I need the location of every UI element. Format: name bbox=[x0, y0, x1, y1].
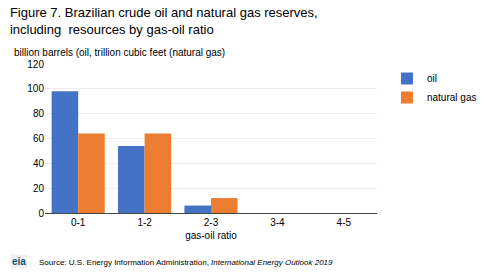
svg-text:120: 120 bbox=[27, 59, 44, 70]
svg-text:4-5: 4-5 bbox=[337, 217, 352, 228]
svg-text:0: 0 bbox=[38, 208, 44, 219]
svg-text:Source: U.S. Energy Informatio: Source: U.S. Energy Information Administ… bbox=[39, 258, 333, 267]
svg-text:0-1: 0-1 bbox=[71, 217, 86, 228]
svg-text:100: 100 bbox=[27, 83, 44, 94]
svg-text:eia: eia bbox=[12, 256, 26, 267]
svg-text:60: 60 bbox=[33, 133, 45, 144]
svg-text:1-2: 1-2 bbox=[137, 217, 152, 228]
svg-text:natural gas: natural gas bbox=[427, 92, 476, 103]
svg-text:40: 40 bbox=[33, 158, 45, 169]
svg-text:gas-oil ratio: gas-oil ratio bbox=[185, 230, 237, 241]
svg-text:3-4: 3-4 bbox=[270, 217, 285, 228]
svg-text:Figure 7. Brazilian crude oil: Figure 7. Brazilian crude oil and natura… bbox=[10, 5, 318, 37]
svg-text:2-3: 2-3 bbox=[204, 217, 219, 228]
svg-text:billion barrels (oil, trillion: billion barrels (oil, trillion cubic fee… bbox=[14, 47, 225, 58]
svg-text:oil: oil bbox=[427, 73, 437, 84]
svg-text:20: 20 bbox=[33, 183, 45, 194]
svg-text:80: 80 bbox=[33, 108, 45, 119]
